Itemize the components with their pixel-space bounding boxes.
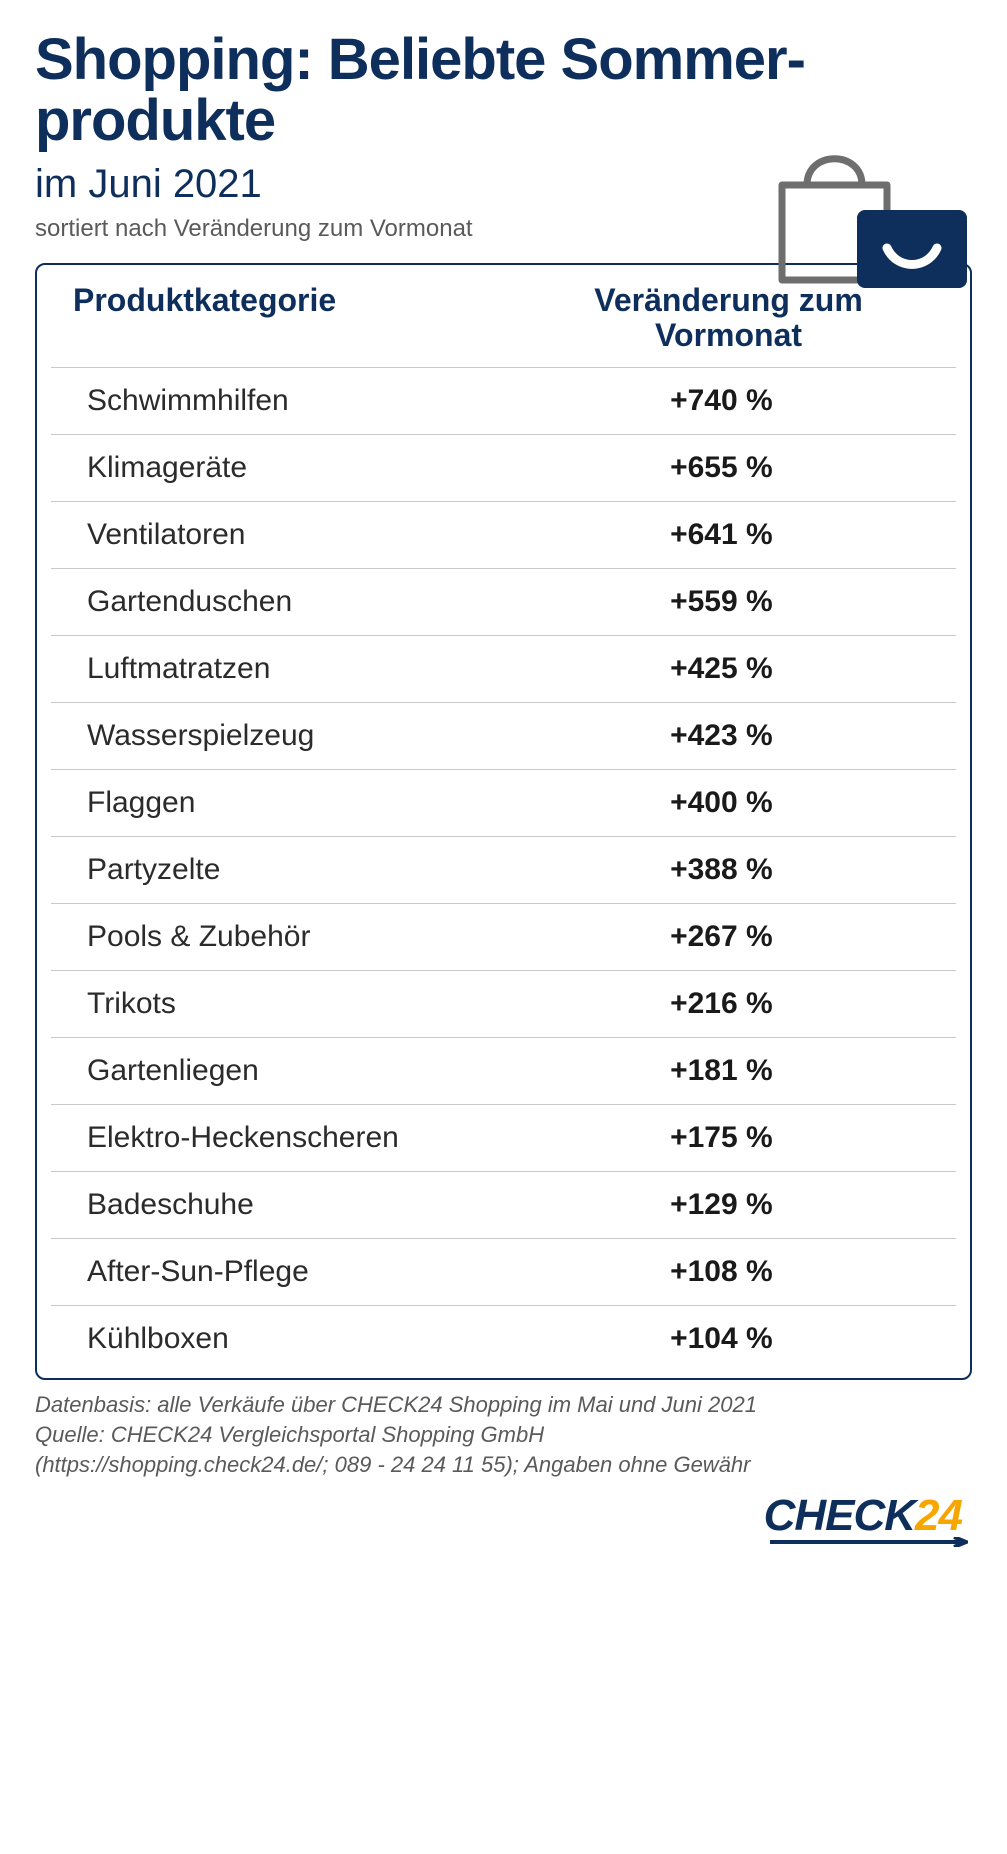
cell-category: Kühlboxen [81,1322,517,1356]
cell-category: Klimageräte [81,451,517,485]
cell-change: +423 % [517,719,926,753]
cell-change: +641 % [517,518,926,552]
brand-logo: CHECK24 [35,1491,972,1541]
table-row: Badeschuhe+129 % [51,1171,956,1238]
cell-category: Badeschuhe [81,1188,517,1222]
cell-category: Wasserspielzeug [81,719,517,753]
cell-change: +216 % [517,987,926,1021]
table-row: Pools & Zubehör+267 % [51,903,956,970]
cell-category: After-Sun-Pflege [81,1255,517,1289]
footer-notes: Datenbasis: alle Verkäufe über CHECK24 S… [35,1390,972,1479]
cell-change: +655 % [517,451,926,485]
footer-line-1: Datenbasis: alle Verkäufe über CHECK24 S… [35,1390,972,1420]
cell-change: +400 % [517,786,926,820]
table-header-row: Produktkategorie Veränderung zum Vormona… [37,283,970,367]
cell-change: +267 % [517,920,926,954]
column-header-category: Produktkategorie [67,283,517,353]
table-row: Schwimmhilfen+740 % [51,367,956,434]
product-table: Produktkategorie Veränderung zum Vormona… [35,263,972,1380]
table-row: Wasserspielzeug+423 % [51,702,956,769]
logo-text-part1: CHECK [764,1491,915,1540]
shopping-bag-icon [752,130,972,295]
table-row: Partyzelte+388 % [51,836,956,903]
cell-change: +104 % [517,1322,926,1356]
cell-category: Luftmatratzen [81,652,517,686]
table-row: Kühlboxen+104 % [51,1305,956,1372]
cell-change: +175 % [517,1121,926,1155]
table-row: Luftmatratzen+425 % [51,635,956,702]
cell-category: Partyzelte [81,853,517,887]
table-row: Elektro-Heckenscheren+175 % [51,1104,956,1171]
cell-category: Gartenduschen [81,585,517,619]
table-row: Flaggen+400 % [51,769,956,836]
cell-change: +108 % [517,1255,926,1289]
footer-line-2: Quelle: CHECK24 Vergleichsportal Shoppin… [35,1420,972,1450]
cell-change: +740 % [517,384,926,418]
cell-change: +388 % [517,853,926,887]
cell-change: +181 % [517,1054,926,1088]
logo-text-part2: 24 [915,1491,962,1540]
cell-change: +559 % [517,585,926,619]
cell-category: Flaggen [81,786,517,820]
table-row: Klimageräte+655 % [51,434,956,501]
cell-category: Schwimmhilfen [81,384,517,418]
cell-change: +129 % [517,1188,926,1222]
table-row: Trikots+216 % [51,970,956,1037]
cell-category: Elektro-Heckenscheren [81,1121,517,1155]
cell-category: Ventilatoren [81,518,517,552]
table-row: After-Sun-Pflege+108 % [51,1238,956,1305]
footer-line-3: (https://shopping.check24.de/; 089 - 24 … [35,1450,972,1480]
cell-category: Pools & Zubehör [81,920,517,954]
cell-category: Trikots [81,987,517,1021]
table-row: Gartenduschen+559 % [51,568,956,635]
table-row: Ventilatoren+641 % [51,501,956,568]
table-row: Gartenliegen+181 % [51,1037,956,1104]
logo-arrow-icon [768,1537,968,1547]
infographic-header: Shopping: Beliebte Sommer­produkte im Ju… [35,30,972,243]
cell-change: +425 % [517,652,926,686]
cell-category: Gartenliegen [81,1054,517,1088]
